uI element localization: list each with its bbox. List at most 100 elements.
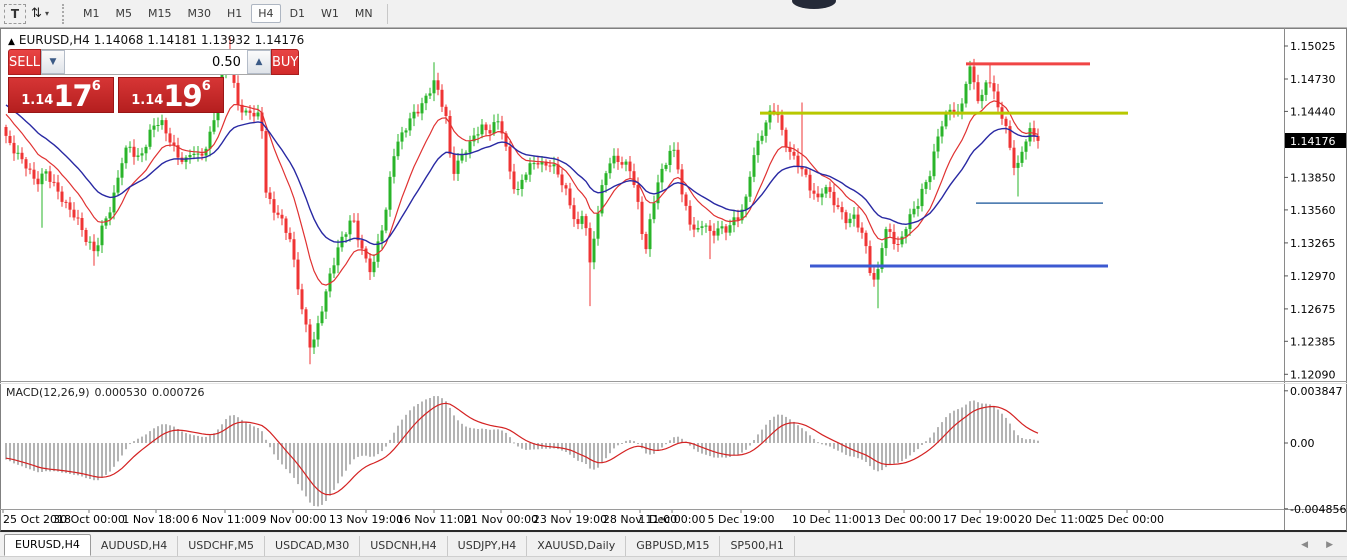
macd-layer <box>5 396 1039 507</box>
svg-text:9 Nov 00:00: 9 Nov 00:00 <box>259 513 326 526</box>
svg-text:17 Dec 19:00: 17 Dec 19:00 <box>943 513 1017 526</box>
chart-tab-usdchf-m5[interactable]: USDCHF,M5 <box>178 536 266 556</box>
buy-price-display[interactable]: 1.14 19 6 <box>118 77 224 113</box>
macd-signal-line <box>5 402 1039 496</box>
svg-text:0.003847: 0.003847 <box>1290 385 1343 398</box>
svg-text:20 Dec 11:00: 20 Dec 11:00 <box>1018 513 1092 526</box>
arrow-down-icon: ▼ <box>49 57 57 67</box>
ohlc-low: 1.13932 <box>201 33 251 47</box>
volume-input[interactable] <box>64 50 247 74</box>
sell-button-label: SELL <box>9 54 40 70</box>
ma-slow-line <box>5 104 1039 246</box>
chart-tab-audusd-h4[interactable]: AUDUSD,H4 <box>91 536 179 556</box>
chart-ohlc-header: ▲ EURUSD,H4 1.14068 1.14181 1.13932 1.14176 <box>8 33 308 47</box>
chart-tab-bar: EURUSD,H4 AUDUSD,H4 USDCHF,M5 USDCAD,M30 USD… <box>0 533 1347 557</box>
chart-tab-usdcnh-h4[interactable]: USDCNH,H4 <box>360 536 448 556</box>
svg-text:28 Nov 11:00: 28 Nov 11:00 <box>603 513 677 526</box>
chart-tab-usdcad-m30[interactable]: USDCAD,M30 <box>265 536 361 556</box>
buy-button[interactable]: BUY <box>270 49 300 75</box>
arrow-up-icon: ▲ <box>255 57 263 67</box>
chart-tab-xauusd-daily[interactable]: XAUUSD,Daily <box>527 536 627 556</box>
chart-tab-gbpusd-m15[interactable]: GBPUSD,M15 <box>626 536 721 556</box>
current-price-tag <box>1285 133 1346 148</box>
svg-text:25 Oct 2018: 25 Oct 2018 <box>3 513 71 526</box>
chart-tab-usdjpy-h4[interactable]: USDJPY,H4 <box>448 536 528 556</box>
timeframe-mn-button[interactable]: MN <box>354 7 373 20</box>
price-chart[interactable]: 1.15025 1.14730 1.14440 1.13850 1.13560 1.132… <box>0 28 1347 532</box>
svg-text:1.14730: 1.14730 <box>1290 73 1336 86</box>
svg-text:10 Dec 11:00: 10 Dec 11:00 <box>792 513 866 526</box>
svg-text:1.12675: 1.12675 <box>1290 303 1336 316</box>
buy-button-label: BUY <box>271 54 299 70</box>
collapse-arrow-icon[interactable]: ▲ <box>8 37 15 47</box>
timeframe-d1-button[interactable]: D1 <box>289 7 306 20</box>
ohlc-open: 1.14068 <box>93 33 144 47</box>
ohlc-close: 1.14176 <box>254 33 305 47</box>
tabs-scroll-right-icon[interactable]: ▶ <box>1326 539 1333 550</box>
chart-symbol-label: EURUSD,H4 <box>18 33 90 47</box>
chevron-down-icon: ▾ <box>44 9 49 18</box>
tabs-scroll-left-icon[interactable]: ◀ <box>1301 539 1309 550</box>
svg-text:1.13850: 1.13850 <box>1290 171 1336 184</box>
toolbar-grip <box>62 3 69 24</box>
svg-text:1 Dec 00:00: 1 Dec 00:00 <box>639 513 706 526</box>
screen-notch <box>792 0 836 9</box>
sell-price-sup: 6 <box>91 79 101 94</box>
macd-name: MACD(12,26,9) <box>6 386 90 399</box>
svg-text:1.12090: 1.12090 <box>1290 368 1336 381</box>
sell-price-display[interactable]: 1.14 17 6 <box>8 77 114 113</box>
timeframe-h4-button[interactable]: H4 <box>251 4 281 23</box>
sell-price-prefix: 1.14 <box>21 93 54 108</box>
svg-text:30 Oct 00:00: 30 Oct 00:00 <box>53 513 125 526</box>
svg-text:5 Dec 19:00: 5 Dec 19:00 <box>708 513 775 526</box>
timeframe-m15-button[interactable]: M15 <box>148 7 172 20</box>
svg-text:1.12385: 1.12385 <box>1290 335 1336 348</box>
svg-text:1.14440: 1.14440 <box>1290 105 1336 118</box>
ma-fast-line <box>5 100 1039 286</box>
chart-tab-sp500-h1[interactable]: SP500,H1 <box>720 536 795 556</box>
svg-text:1.13560: 1.13560 <box>1290 204 1336 217</box>
toolbar-separator <box>386 3 388 24</box>
timeframe-group: M1 M5 M15 M30 H1 H4 D1 W1 MN <box>75 4 381 23</box>
svg-text:-0.004856: -0.004856 <box>1290 503 1346 516</box>
top-toolbar: T ⇅ ▾ M1 M5 M15 M30 H1 H4 D1 W1 MN <box>0 0 1347 28</box>
svg-text:1 Nov 18:00: 1 Nov 18:00 <box>122 513 189 526</box>
macd-indicator-label: MACD(12,26,9) 0.000530 0.000726 <box>6 386 210 399</box>
chart-tools-button[interactable]: ⇅ ▾ <box>30 4 50 24</box>
svg-text:1.14176: 1.14176 <box>1290 135 1336 148</box>
buy-price-big: 19 <box>163 79 202 113</box>
svg-text:25 Dec 00:00: 25 Dec 00:00 <box>1090 513 1164 526</box>
macd-value-signal: 0.000726 <box>152 386 205 399</box>
double-arrow-icon: ⇅ <box>31 6 42 21</box>
svg-text:16 Nov 11:00: 16 Nov 11:00 <box>397 513 471 526</box>
svg-text:13 Dec 00:00: 13 Dec 00:00 <box>867 513 941 526</box>
timeframe-m30-button[interactable]: M30 <box>187 7 212 20</box>
sell-button[interactable]: SELL <box>8 49 41 75</box>
svg-text:1.13265: 1.13265 <box>1290 237 1336 250</box>
timeframe-h1-button[interactable]: H1 <box>227 7 243 20</box>
svg-text:1.12970: 1.12970 <box>1290 270 1336 283</box>
price-axis: 1.15025 1.14730 1.14440 1.13850 1.13560 1.132… <box>1284 40 1346 516</box>
timeframe-m1-button[interactable]: M1 <box>83 7 100 20</box>
svg-text:0.00: 0.00 <box>1290 437 1315 450</box>
text-tool-button[interactable]: T <box>4 3 26 24</box>
sell-price-big: 17 <box>53 79 92 113</box>
one-click-trade-panel: SELL ▼ ▲ BUY 1.14 17 6 1.14 19 6 <box>8 49 300 113</box>
buy-price-sup: 6 <box>201 79 211 94</box>
chart-tab-eurusd-h4[interactable]: EURUSD,H4 <box>4 534 91 556</box>
svg-text:1.15025: 1.15025 <box>1290 40 1336 53</box>
buy-price-prefix: 1.14 <box>131 93 164 108</box>
volume-spinner: ▼ ▲ <box>40 49 271 75</box>
svg-text:13 Nov 19:00: 13 Nov 19:00 <box>329 513 403 526</box>
timeframe-w1-button[interactable]: W1 <box>321 7 339 20</box>
timeframe-m5-button[interactable]: M5 <box>115 7 133 20</box>
ohlc-high: 1.14181 <box>147 33 197 47</box>
svg-text:23 Nov 19:00: 23 Nov 19:00 <box>533 513 607 526</box>
volume-decrease-button[interactable]: ▼ <box>40 50 65 74</box>
candles-layer <box>4 37 1040 365</box>
svg-text:6 Nov 11:00: 6 Nov 11:00 <box>191 513 258 526</box>
volume-increase-button[interactable]: ▲ <box>246 50 271 74</box>
svg-text:21 Nov 00:00: 21 Nov 00:00 <box>464 513 538 526</box>
text-tool-icon: T <box>10 6 20 21</box>
